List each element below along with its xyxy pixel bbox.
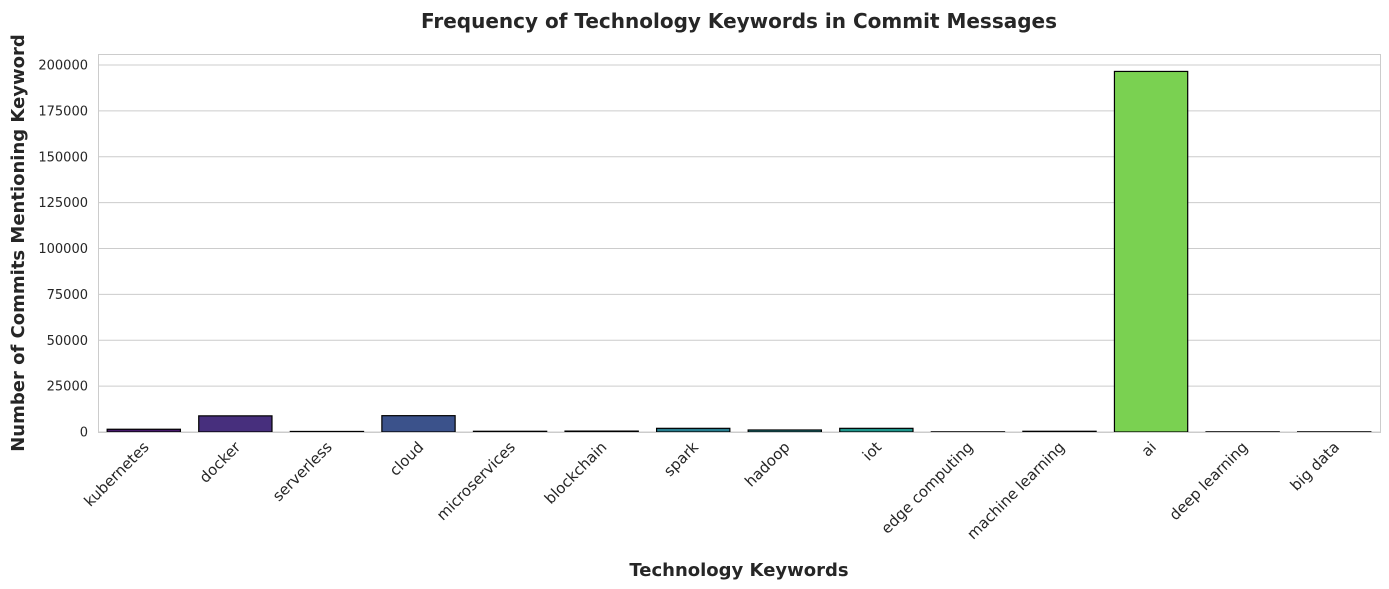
bar-cloud [381,415,456,433]
bar-ai [1113,70,1189,433]
plot-frame [98,54,1381,433]
y-tick-label: 25000 [47,380,88,395]
x-tick-label: hadoop [741,438,793,490]
y-tick-label: 75000 [47,288,88,303]
y-tick-label: 50000 [47,334,88,349]
bar-hadoop [747,429,823,433]
x-tick-label: deep learning [1166,438,1252,524]
bar-spark [655,427,731,433]
x-tick-label: ai [1138,438,1160,460]
y-tick-label: 175000 [38,104,88,119]
y-tick-label: 125000 [38,196,88,211]
chart-title: Frequency of Technology Keywords in Comm… [421,9,1057,33]
x-tick-label: machine learning [963,438,1068,543]
bar-microservices [472,430,548,433]
y-tick-label: 200000 [38,59,88,74]
y-tick-labels: 0 25000 50000 75000 100000 125000 150000 175000… [38,59,88,441]
y-tick-label: 0 [80,426,88,441]
x-tick-label: serverless [269,438,336,505]
x-tick-label: blockchain [541,438,611,508]
bar-kubernetes [106,428,182,433]
y-tick-label: 150000 [38,150,88,165]
x-tick-labels: kubernetes docker serverless cloud microserv… [80,438,1343,544]
bar-machine-learning [1022,430,1097,433]
x-tick-label: edge computing [877,438,976,537]
x-tick-label: cloud [386,438,427,479]
x-axis-label: Technology Keywords [629,560,848,581]
x-tick-label: iot [859,438,885,464]
grid-lines [98,64,1380,433]
x-tick-label: spark [660,438,702,480]
x-tick-label: big data [1287,438,1343,494]
bar-serverless [289,430,365,433]
x-tick-label: kubernetes [80,438,152,510]
bar-blockchain [564,430,639,433]
bar-iot [839,427,914,433]
bar-docker [198,415,273,433]
bars [106,70,1372,433]
x-tick-label: docker [196,438,245,487]
y-tick-label: 100000 [38,242,88,257]
x-tick-label: microservices [433,438,519,524]
y-axis-label: Number of Commits Mentioning Keyword [8,34,29,452]
